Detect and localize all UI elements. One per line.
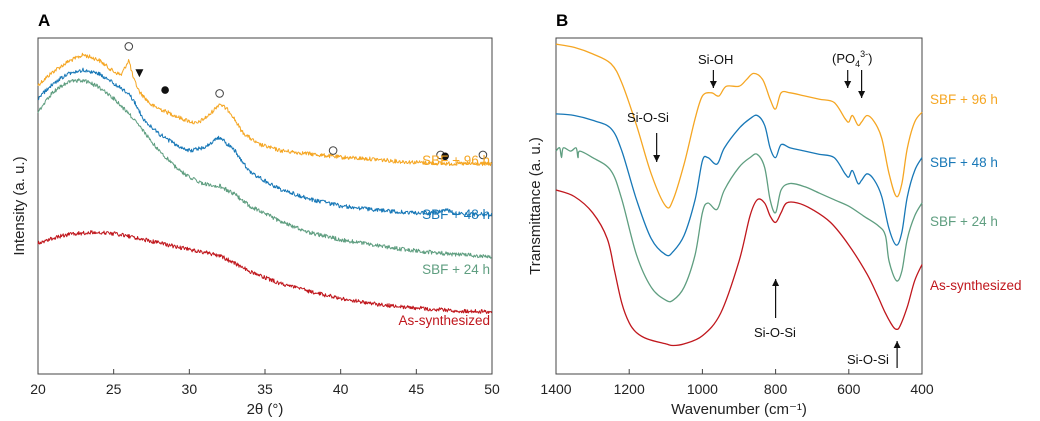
annotation-po4-subscript: 4 xyxy=(855,59,860,69)
panel-a-label-as-synthesized: As-synthesized xyxy=(398,313,490,328)
panel-a-series-sbf-96-h xyxy=(37,52,493,167)
panel-b-series-sbf-48-h xyxy=(555,113,923,257)
panel-b-label-as-synthesized: As-synthesized xyxy=(930,278,1022,293)
panel-b-x-tick-label: 1200 xyxy=(614,381,645,397)
panel-a: A 20 25 30 35 40 45 50 2θ (°) Intensity (a. u.… xyxy=(11,11,500,418)
panel-a-x-tick-label: 50 xyxy=(484,381,500,397)
panel-b-x-tick-label: 400 xyxy=(910,381,934,397)
panel-a-label-sbf-96h: SBF + 96 h xyxy=(422,153,490,168)
panel-a-y-axis-title: Intensity (a. u.) xyxy=(11,156,28,255)
annotation-si-o-si-800: Si-O-Si xyxy=(754,325,796,340)
panel-b-x-ticks: 1400 1200 1000 800 600 400 xyxy=(540,369,934,397)
annotation-arrow xyxy=(858,70,866,98)
panel-b-x-tick-label: 1400 xyxy=(540,381,571,397)
filled-circle-marker xyxy=(161,86,169,94)
filled-triangle-marker xyxy=(135,69,144,78)
panel-b-label-sbf-24h: SBF + 24 h xyxy=(930,214,998,229)
panel-a-x-tick-label: 35 xyxy=(257,381,273,397)
panel-a-x-axis-title: 2θ (°) xyxy=(247,401,284,418)
panel-a-x-tick-label: 30 xyxy=(182,381,198,397)
panel-b-series-sbf-24-h xyxy=(555,147,923,303)
panel-b-annotation-arrows xyxy=(653,70,901,368)
annotation-arrow xyxy=(893,341,901,368)
open-circle-marker xyxy=(328,146,338,155)
panel-b-x-tick-label: 1000 xyxy=(687,381,718,397)
open-circle-marker xyxy=(478,150,488,160)
annotation-arrow xyxy=(772,279,780,318)
panel-a-label-sbf-48h: SBF + 48 h xyxy=(422,207,490,222)
annotation-po4-close: ) xyxy=(868,51,872,66)
panel-a-series-as-synthesized xyxy=(37,230,493,315)
panel-a-x-tick-label: 20 xyxy=(30,381,46,397)
panel-a-series-sbf-48-h xyxy=(37,67,493,217)
open-circle-marker xyxy=(124,42,134,51)
panel-b-y-axis-title: Transmittance (a. u.) xyxy=(527,137,544,275)
annotation-arrow xyxy=(844,70,852,88)
annotation-si-o-si-470: Si-O-Si xyxy=(847,352,889,367)
panel-b-plot-frame xyxy=(555,37,923,375)
panel-b-series-lines xyxy=(555,43,923,347)
panel-b-x-tick-label: 600 xyxy=(837,381,861,397)
panel-a-label-sbf-24h: SBF + 24 h xyxy=(422,262,490,277)
annotation-po4: (PO43-) xyxy=(832,49,873,69)
panel-b-x-axis-title: Wavenumber (cm⁻¹) xyxy=(671,401,807,418)
panel-a-x-tick-label: 25 xyxy=(106,381,122,397)
panel-a-label: A xyxy=(38,11,50,30)
annotation-arrow xyxy=(653,133,661,162)
panel-a-series-lines xyxy=(37,52,493,315)
panel-a-x-tick-label: 40 xyxy=(333,381,349,397)
panel-b-label-sbf-96h: SBF + 96 h xyxy=(930,92,998,107)
annotation-si-o-si-1120: Si-O-Si xyxy=(627,110,669,125)
panel-a-peak-markers xyxy=(124,42,488,161)
open-circle-marker xyxy=(215,89,224,98)
filled-circle-marker xyxy=(441,152,449,161)
panel-b-series-as-synthesized xyxy=(555,189,923,347)
panel-a-x-ticks: 20 25 30 35 40 45 50 xyxy=(30,369,500,397)
panel-b-label: B xyxy=(556,11,568,30)
panel-a-series-sbf-24-h xyxy=(37,78,492,259)
annotation-si-oh: Si-OH xyxy=(698,52,733,67)
panel-b: B 1400 1200 1000 800 600 400 Wavenumber (cm⁻¹… xyxy=(527,11,1022,418)
panel-a-x-tick-label: 45 xyxy=(409,381,425,397)
annotation-po4-superscript: 3- xyxy=(860,49,868,59)
annotation-po4-open: (PO xyxy=(832,51,855,66)
panel-b-x-tick-label: 800 xyxy=(764,381,788,397)
panel-b-label-sbf-48h: SBF + 48 h xyxy=(930,155,998,170)
annotation-arrow xyxy=(709,70,717,88)
panel-b-series-sbf-96-h xyxy=(555,43,923,209)
